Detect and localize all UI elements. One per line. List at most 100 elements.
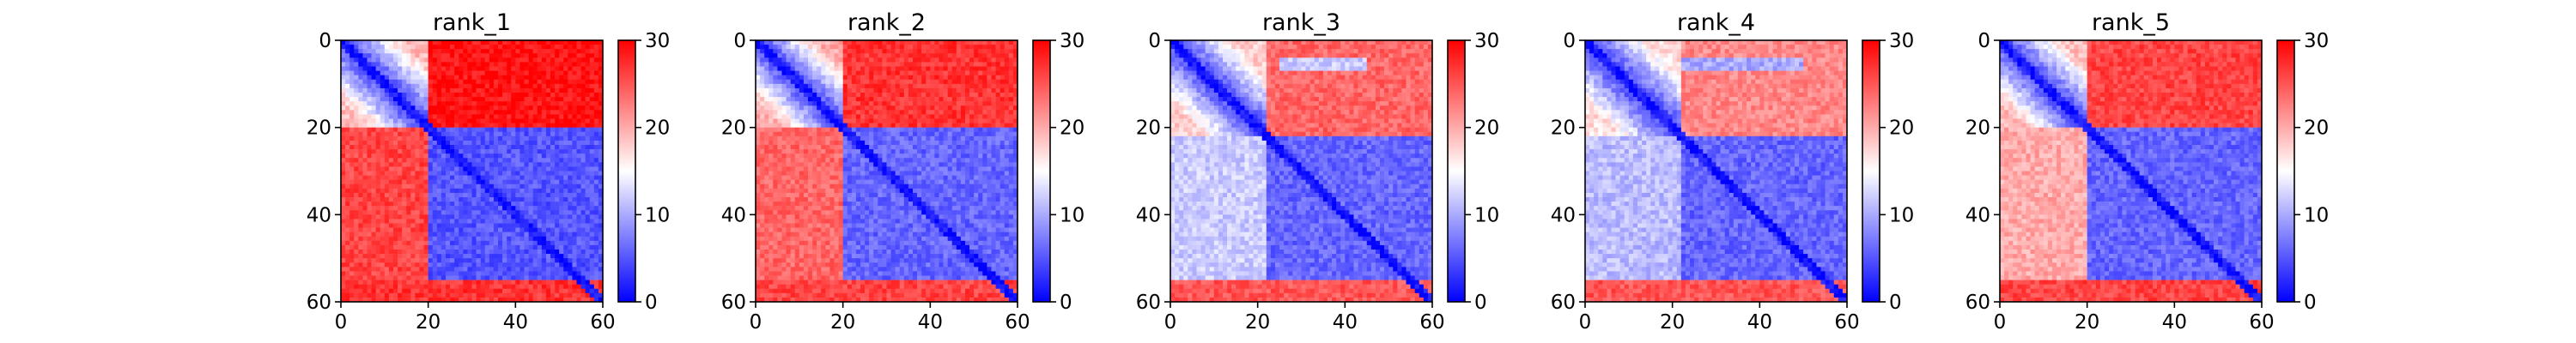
heatmap-cell (555, 175, 560, 180)
heatmap-cell (502, 292, 507, 298)
heatmap-cell (398, 57, 403, 63)
heatmap-cell (532, 153, 538, 159)
heatmap-cell (537, 105, 543, 111)
heatmap-cell (903, 101, 909, 106)
heatmap-cell (384, 292, 390, 298)
heatmap-cell (532, 93, 538, 98)
heatmap-cell (428, 232, 434, 238)
heatmap-cell (545, 45, 551, 50)
heatmap-cell (930, 40, 935, 45)
heatmap-cell (388, 149, 394, 154)
heatmap-cell (541, 83, 547, 89)
heatmap-cell (489, 105, 495, 111)
heatmap-cell (545, 62, 551, 67)
heatmap-cell (354, 240, 359, 246)
heatmap-cell (947, 83, 953, 89)
heatmap-cell (432, 179, 438, 185)
heatmap-cell (995, 123, 1000, 128)
heatmap-cell (947, 93, 953, 98)
heatmap-cell (511, 271, 516, 276)
heatmap-cell (555, 79, 560, 85)
heatmap-cell (555, 70, 560, 75)
heatmap-cell (480, 284, 486, 290)
heatmap-cell (930, 101, 935, 106)
heatmap-cell (585, 192, 591, 198)
heatmap-cell (580, 110, 586, 115)
heatmap-cell (991, 40, 996, 45)
heatmap-cell (415, 275, 420, 280)
heatmap-cell (358, 232, 363, 238)
heatmap-cell (484, 262, 490, 268)
heatmap-cell (541, 118, 547, 123)
heatmap-cell (388, 236, 394, 242)
heatmap-cell (576, 267, 581, 272)
heatmap-cell (515, 184, 520, 190)
heatmap-cell (362, 101, 368, 106)
heatmap-cell (585, 135, 591, 141)
heatmap-cell (580, 153, 586, 159)
heatmap-cell (790, 40, 796, 45)
heatmap-cell (493, 284, 499, 290)
heatmap-cell (402, 271, 407, 276)
heatmap-cell (537, 49, 543, 54)
heatmap-cell (541, 62, 547, 67)
heatmap-cell (545, 153, 551, 159)
heatmap-cell (559, 232, 564, 238)
heatmap-cell (589, 297, 595, 303)
heatmap-cell (589, 175, 595, 180)
heatmap-cell (367, 240, 372, 246)
heatmap-cell (341, 158, 346, 163)
heatmap-cell (1004, 101, 1010, 106)
heatmap-cell (847, 101, 853, 106)
heatmap-cell (393, 197, 398, 202)
heatmap-cell (951, 40, 957, 45)
heatmap-cell (987, 110, 992, 115)
heatmap-cell (563, 70, 568, 75)
heatmap-cell (463, 149, 468, 154)
heatmap-cell (917, 40, 922, 45)
heatmap-cell (440, 275, 447, 280)
heatmap-cell (371, 140, 376, 146)
heatmap-cell (559, 271, 564, 276)
heatmap-cell (345, 206, 350, 211)
heatmap-cell (545, 288, 551, 294)
heatmap-cell (459, 75, 464, 81)
heatmap-cell (349, 192, 355, 198)
heatmap-cell (576, 197, 581, 202)
heatmap-cell (568, 66, 573, 71)
heatmap-cell (532, 210, 538, 215)
heatmap-cell (384, 135, 390, 141)
heatmap-cell (886, 135, 891, 141)
heatmap-cell (354, 62, 359, 67)
heatmap-cell (450, 214, 455, 220)
heatmap-cell (559, 244, 564, 250)
heatmap-cell (943, 87, 948, 93)
heatmap-cell (550, 62, 556, 67)
heatmap-cell (541, 280, 547, 285)
heatmap-cell (568, 62, 573, 67)
heatmap-cell (476, 140, 481, 146)
heatmap-cell (568, 292, 573, 298)
heatmap-cell (393, 267, 398, 272)
heatmap-cell (502, 83, 507, 89)
heatmap-cell (825, 110, 830, 115)
heatmap-cell (921, 53, 927, 58)
heatmap-cell (402, 118, 407, 123)
heatmap-cell (528, 240, 533, 246)
heatmap-cell (484, 227, 490, 232)
heatmap-cell (463, 145, 468, 150)
heatmap-cell (1004, 131, 1010, 137)
heatmap-cell (398, 244, 403, 250)
heatmap-cell (511, 70, 516, 75)
heatmap-cell (790, 49, 796, 54)
heatmap-cell (484, 79, 490, 85)
heatmap-cell (380, 149, 386, 154)
heatmap-cell (528, 258, 533, 263)
heatmap-cell (568, 227, 573, 232)
heatmap-cell (489, 57, 495, 63)
heatmap-cell (593, 70, 599, 75)
heatmap-cell (524, 49, 529, 54)
heatmap-cell (550, 188, 556, 194)
heatmap-cell (375, 49, 381, 54)
heatmap-cell (855, 131, 861, 137)
